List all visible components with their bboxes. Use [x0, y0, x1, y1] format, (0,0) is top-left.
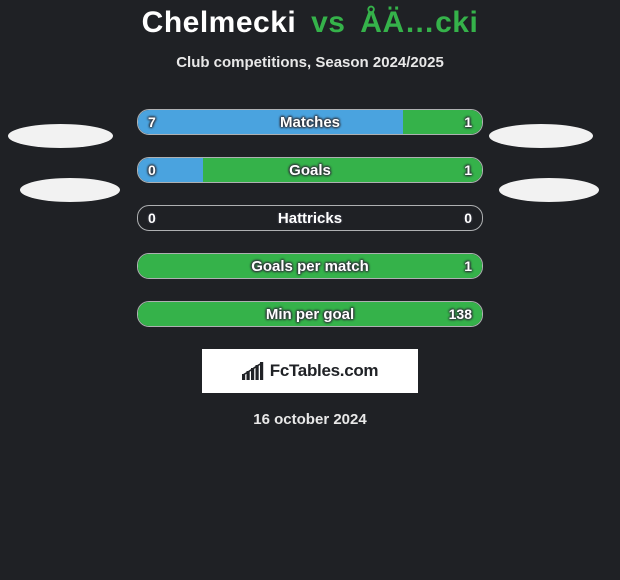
decor-ellipse [20, 178, 120, 202]
stat-row: Goals per match1 [137, 253, 483, 279]
stat-row: 7Matches1 [137, 109, 483, 135]
decor-ellipse [499, 178, 599, 202]
bar-right-fill [403, 110, 482, 134]
bar-right-fill [203, 158, 482, 182]
decor-ellipse [8, 124, 113, 148]
subtitle: Club competitions, Season 2024/2025 [0, 54, 620, 71]
comparison-card: Chelmecki vs ÅÄ…cki Club competitions, S… [0, 0, 620, 580]
bar-left-fill [138, 110, 403, 134]
stat-row: Min per goal138 [137, 301, 483, 327]
player1-name: Chelmecki [142, 6, 297, 39]
stat-right-value: 0 [464, 210, 472, 226]
brand-box: FcTables.com [202, 349, 418, 393]
title-vs: vs [305, 6, 351, 39]
brand-bars-icon [242, 362, 264, 380]
decor-ellipse [489, 124, 593, 148]
stat-label: Hattricks [278, 210, 342, 227]
stat-row: 0 Hattricks 0 [137, 205, 483, 231]
bar-right-fill [138, 254, 482, 278]
brand-text: FcTables.com [270, 361, 379, 381]
stat-row: 0Goals1 [137, 157, 483, 183]
stat-label-wrap: Hattricks [138, 206, 482, 230]
player2-name: ÅÄ…cki [360, 6, 478, 39]
stat-left-value: 0 [148, 210, 156, 226]
bar-left-fill [138, 158, 203, 182]
bar-right-fill [138, 302, 482, 326]
date-label: 16 october 2024 [0, 411, 620, 428]
page-title: Chelmecki vs ÅÄ…cki [0, 0, 620, 40]
